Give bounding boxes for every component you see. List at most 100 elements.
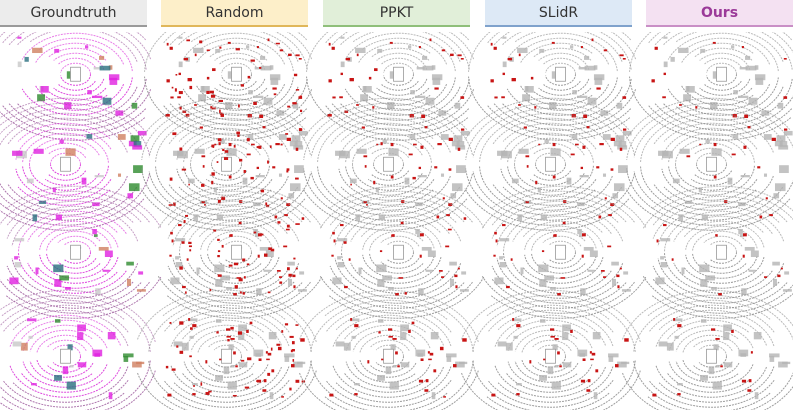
error-points [340, 72, 343, 76]
error-points [586, 126, 590, 129]
error-points [400, 221, 404, 225]
object-points [608, 356, 614, 362]
scan-ring [523, 84, 610, 111]
object-points [683, 94, 691, 102]
object-points [593, 74, 605, 81]
error-points [580, 379, 586, 383]
object-points [715, 365, 720, 368]
scan-ring [162, 294, 312, 352]
object-points [583, 246, 594, 251]
object-points [117, 134, 126, 140]
scan-ring [183, 132, 270, 163]
error-points [493, 46, 497, 50]
object-points [340, 61, 345, 68]
object-points [727, 177, 733, 185]
object-points [242, 177, 248, 185]
scan-ring [341, 210, 450, 252]
object-points [289, 140, 298, 147]
scan-ring [22, 361, 108, 388]
error-points [291, 341, 295, 345]
error-points [272, 166, 276, 169]
object-points [259, 246, 270, 251]
object-points [188, 318, 198, 322]
object-points [123, 353, 134, 358]
object-points [461, 271, 467, 275]
point-cloud [137, 289, 317, 410]
scan-ring [183, 361, 269, 388]
object-points [269, 74, 281, 81]
error-points [759, 215, 763, 219]
object-points [737, 95, 749, 99]
error-points [217, 254, 220, 258]
scan-ring [359, 359, 417, 378]
error-points [420, 358, 424, 362]
point-cloud [299, 289, 479, 410]
object-points [418, 288, 424, 295]
error-points [460, 96, 465, 99]
object-points [732, 134, 739, 139]
error-points [433, 369, 437, 373]
error-points [214, 143, 217, 146]
error-points [530, 76, 534, 80]
error-points [455, 285, 458, 289]
error-points [284, 214, 288, 217]
object-points [723, 324, 732, 332]
point-cloud [157, 185, 323, 319]
error-points [502, 224, 506, 227]
error-points [216, 331, 219, 334]
error-points [276, 343, 281, 346]
scan-ring [486, 360, 636, 410]
scan-ring [319, 275, 473, 314]
error-points [596, 166, 600, 169]
object-points [772, 278, 777, 286]
error-points [234, 285, 238, 289]
error-points [301, 217, 305, 220]
object-points [126, 261, 134, 266]
scan-ring [38, 84, 125, 111]
error-points [289, 335, 294, 338]
scan-ring [50, 164, 81, 176]
scan-ring [531, 230, 586, 251]
error-points [181, 168, 187, 171]
scan-ring [331, 32, 475, 60]
scan-ring [626, 168, 793, 226]
error-points [744, 114, 749, 119]
scan-ring [668, 324, 754, 351]
object-points [430, 331, 439, 340]
error-points [267, 352, 272, 356]
scan-ring [37, 257, 119, 284]
scan-ring [496, 205, 624, 247]
object-points [37, 94, 45, 102]
error-points [168, 204, 173, 206]
scan-ring [221, 62, 252, 75]
object-points [670, 56, 675, 62]
error-points [494, 96, 498, 99]
error-points [619, 267, 622, 270]
object-points [551, 381, 561, 390]
error-points [276, 270, 281, 272]
error-points [390, 175, 394, 179]
object-points [335, 150, 346, 156]
object-points [587, 269, 595, 272]
error-points [376, 143, 379, 146]
scan-ring [370, 87, 430, 101]
scan-ring [1, 294, 151, 352]
error-points [279, 49, 284, 52]
scan-ring [0, 173, 150, 226]
object-points [663, 36, 668, 39]
error-points [188, 183, 190, 186]
scan-ring [358, 42, 431, 64]
object-points [263, 97, 273, 105]
object-points [355, 47, 366, 54]
error-points [412, 176, 416, 180]
error-points [374, 68, 378, 72]
error-points [363, 155, 368, 158]
scan-ring [155, 166, 279, 216]
error-points [372, 106, 375, 109]
object-points [67, 344, 73, 351]
object-points [178, 36, 183, 39]
object-points [723, 362, 733, 368]
error-points [227, 41, 231, 44]
error-points [199, 40, 203, 44]
scan-ring [529, 142, 572, 150]
